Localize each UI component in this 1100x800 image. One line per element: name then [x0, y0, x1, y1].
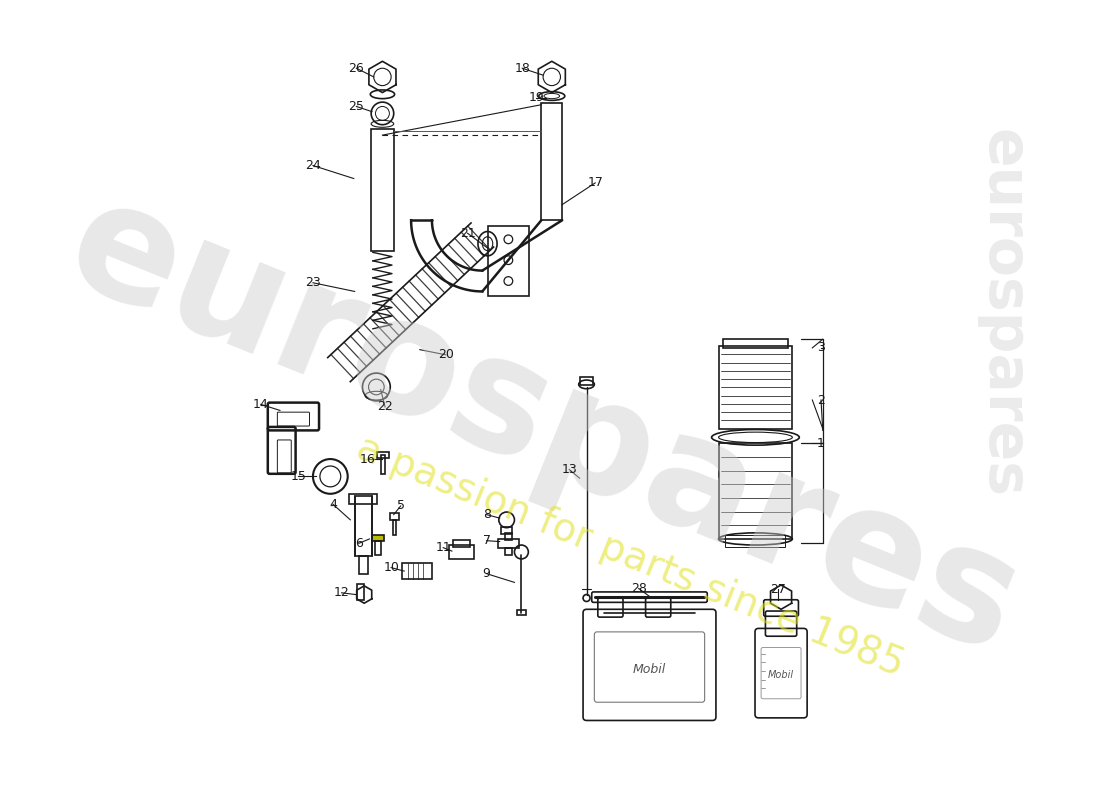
Bar	[354, 495, 372, 556]
Text: 25: 25	[349, 100, 364, 113]
Bar	[350, 494, 377, 504]
Text: 4: 4	[329, 498, 337, 510]
Text: 1: 1	[817, 437, 825, 450]
Bar	[718, 443, 792, 539]
Text: Mobil: Mobil	[632, 662, 667, 676]
Text: 23: 23	[305, 276, 321, 290]
Text: 10: 10	[383, 561, 399, 574]
Bar	[498, 539, 519, 548]
Text: 6: 6	[355, 537, 363, 550]
Bar	[487, 226, 529, 296]
Bar	[502, 526, 512, 534]
Bar	[505, 533, 512, 540]
Bar	[541, 103, 562, 220]
Bar	[390, 513, 399, 520]
Text: 18: 18	[515, 62, 530, 74]
Text: 19: 19	[528, 91, 544, 104]
Text: 7: 7	[483, 534, 491, 547]
Text: 26: 26	[349, 62, 364, 74]
Bar	[726, 534, 785, 546]
Text: 21: 21	[460, 226, 475, 240]
Text: 2: 2	[817, 394, 825, 406]
Bar	[453, 540, 470, 546]
Bar	[372, 535, 384, 541]
Text: 17: 17	[587, 176, 603, 190]
Bar	[359, 556, 367, 574]
Text: 9: 9	[483, 567, 491, 580]
Text: 12: 12	[333, 586, 350, 599]
Bar	[505, 548, 512, 554]
Text: 8: 8	[483, 508, 491, 521]
Bar	[517, 610, 526, 615]
Bar	[358, 584, 364, 600]
Bar	[449, 545, 474, 559]
Text: 27: 27	[770, 583, 785, 596]
Bar	[371, 129, 394, 250]
Bar	[723, 339, 788, 348]
Text: eurospares: eurospares	[975, 129, 1032, 498]
Bar	[580, 377, 594, 386]
Bar	[377, 452, 388, 458]
Bar	[403, 563, 432, 579]
Bar	[393, 520, 396, 535]
Text: 3: 3	[817, 342, 825, 354]
Bar	[718, 346, 792, 429]
Text: a passion for parts since 1985: a passion for parts since 1985	[351, 429, 910, 684]
Text: 13: 13	[561, 463, 578, 476]
Text: 5: 5	[397, 499, 405, 513]
Text: 28: 28	[630, 582, 647, 595]
Text: eurospares: eurospares	[46, 165, 1041, 687]
Bar	[381, 454, 385, 474]
Text: 16: 16	[360, 453, 375, 466]
Bar	[375, 541, 381, 554]
Text: 20: 20	[438, 348, 454, 362]
Text: 14: 14	[253, 398, 268, 411]
Text: 24: 24	[305, 159, 321, 172]
Text: 11: 11	[436, 541, 451, 554]
Text: 22: 22	[377, 401, 393, 414]
Text: Mobil: Mobil	[768, 670, 794, 680]
Text: 15: 15	[290, 470, 306, 483]
